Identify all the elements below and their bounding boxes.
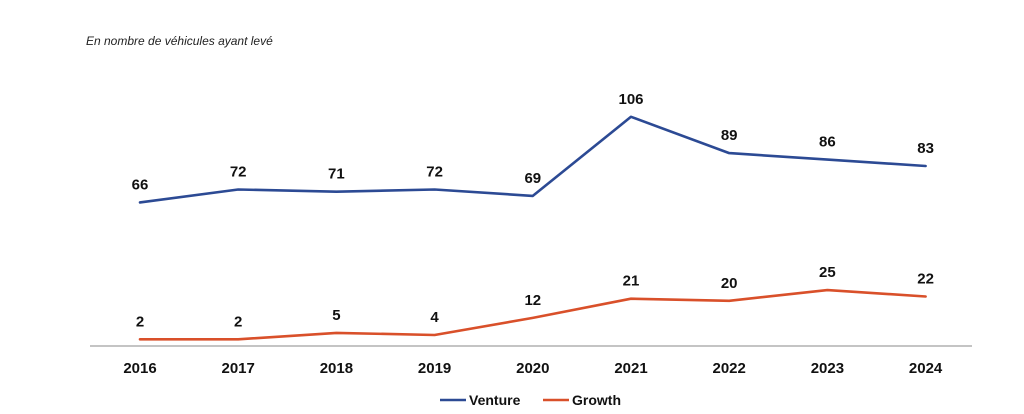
data-label-venture-2017: 72: [230, 164, 247, 181]
x-tick-labels: 2016 2017 2018 2019 2020 2021 2022 2023 2024: [123, 360, 943, 377]
data-label-growth-2023: 25: [819, 264, 836, 281]
data-label-venture-2024: 83: [917, 140, 934, 157]
x-tick-label-2024: 2024: [909, 360, 943, 377]
data-label-growth-2021: 21: [623, 273, 640, 290]
legend: Venture Growth: [440, 392, 621, 408]
x-tick-label-2023: 2023: [811, 360, 844, 377]
data-label-venture-2019: 72: [426, 164, 443, 181]
data-label-venture-2023: 86: [819, 134, 836, 151]
legend-label-venture: Venture: [469, 392, 521, 408]
data-label-venture-2020: 69: [524, 170, 541, 187]
data-label-growth-2017: 2: [234, 313, 242, 330]
series-layer: [138, 115, 927, 341]
legend-label-growth: Growth: [572, 392, 621, 408]
data-label-growth-2022: 20: [721, 275, 738, 292]
data-label-venture-2016: 66: [132, 176, 149, 193]
data-label-growth-2016: 2: [136, 313, 144, 330]
series-line-venture: [138, 115, 927, 204]
data-label-growth-2019: 4: [430, 309, 439, 326]
x-tick-label-2021: 2021: [614, 360, 647, 377]
x-tick-label-2022: 2022: [713, 360, 746, 377]
data-label-venture-2021: 106: [618, 91, 643, 108]
data-label-growth-2020: 12: [524, 292, 541, 309]
data-label-venture-2022: 89: [721, 127, 738, 144]
x-tick-label-2019: 2019: [418, 360, 451, 377]
data-label-growth-2018: 5: [332, 307, 340, 324]
chart-subtitle: En nombre de véhicules ayant levé: [86, 34, 273, 48]
x-tick-label-2018: 2018: [320, 360, 353, 377]
data-label-venture-2018: 71: [328, 166, 345, 183]
series-line-growth: [138, 288, 927, 341]
x-tick-label-2017: 2017: [222, 360, 255, 377]
x-tick-label-2016: 2016: [123, 360, 156, 377]
data-label-growth-2024: 22: [917, 271, 934, 288]
x-tick-label-2020: 2020: [516, 360, 549, 377]
